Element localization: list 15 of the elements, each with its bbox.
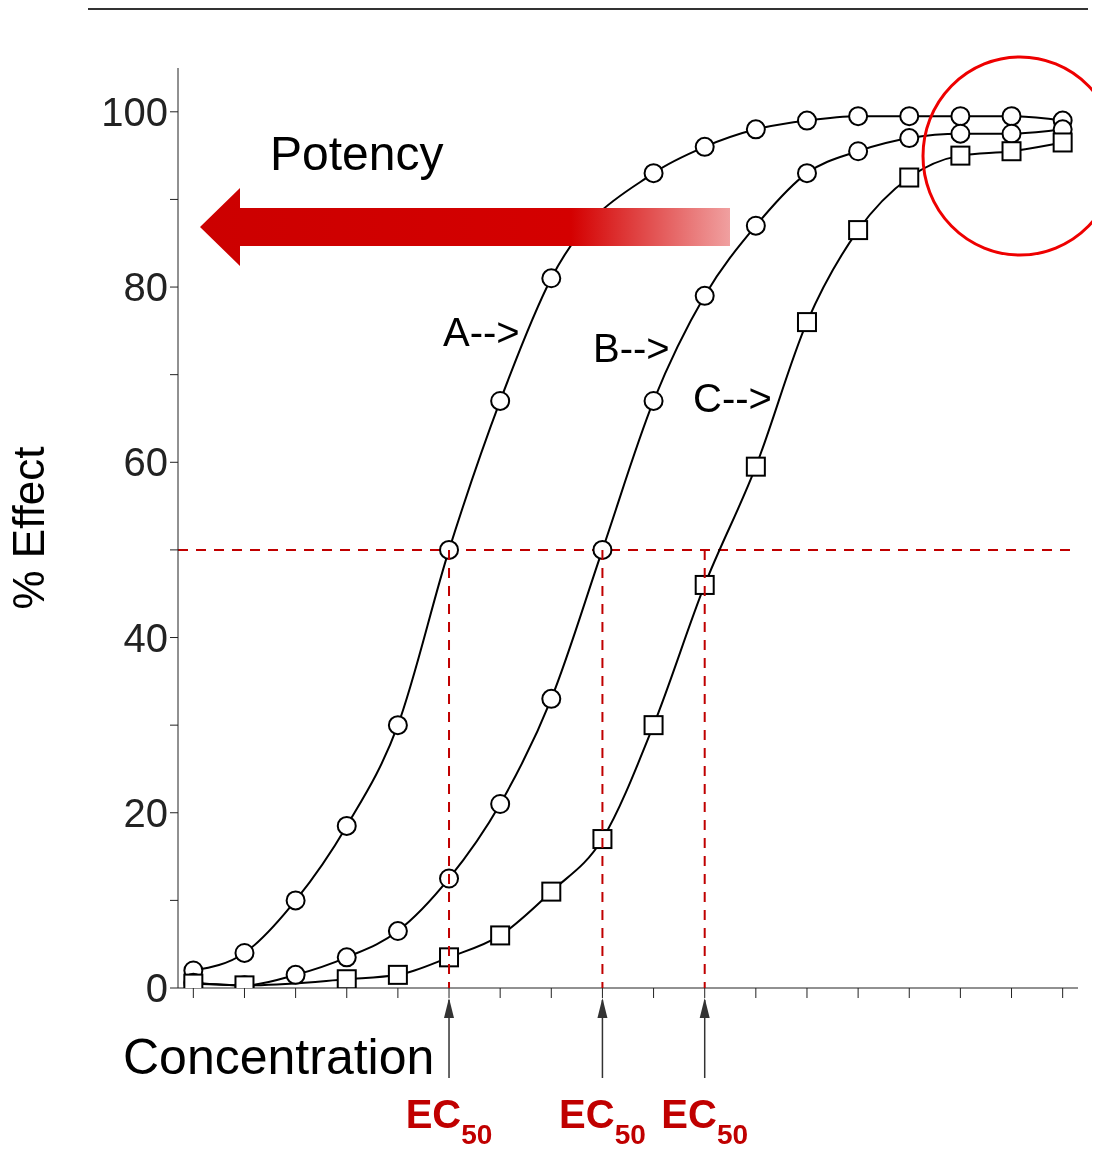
annotation: A--> [443, 310, 520, 355]
annotation: C--> [693, 376, 772, 421]
annotation: B--> [593, 326, 670, 371]
y-tick-label: 0 [145, 966, 168, 1011]
x-axis-title: Concentration [123, 1028, 435, 1086]
y-tick-label: 40 [123, 615, 168, 660]
y-axis-title: % Effect [3, 446, 53, 610]
annotation: Potency [270, 126, 444, 181]
text: EC$_{50}$ [661, 1092, 749, 1150]
text: EC$_{50}$ [405, 1092, 493, 1150]
y-tick-label: 60 [123, 440, 168, 485]
y-tick-label: 80 [123, 265, 168, 310]
text: EC$_{50}$ [559, 1092, 646, 1150]
y-tick-label: 100 [101, 90, 168, 135]
y-tick-label: 20 [123, 790, 168, 835]
